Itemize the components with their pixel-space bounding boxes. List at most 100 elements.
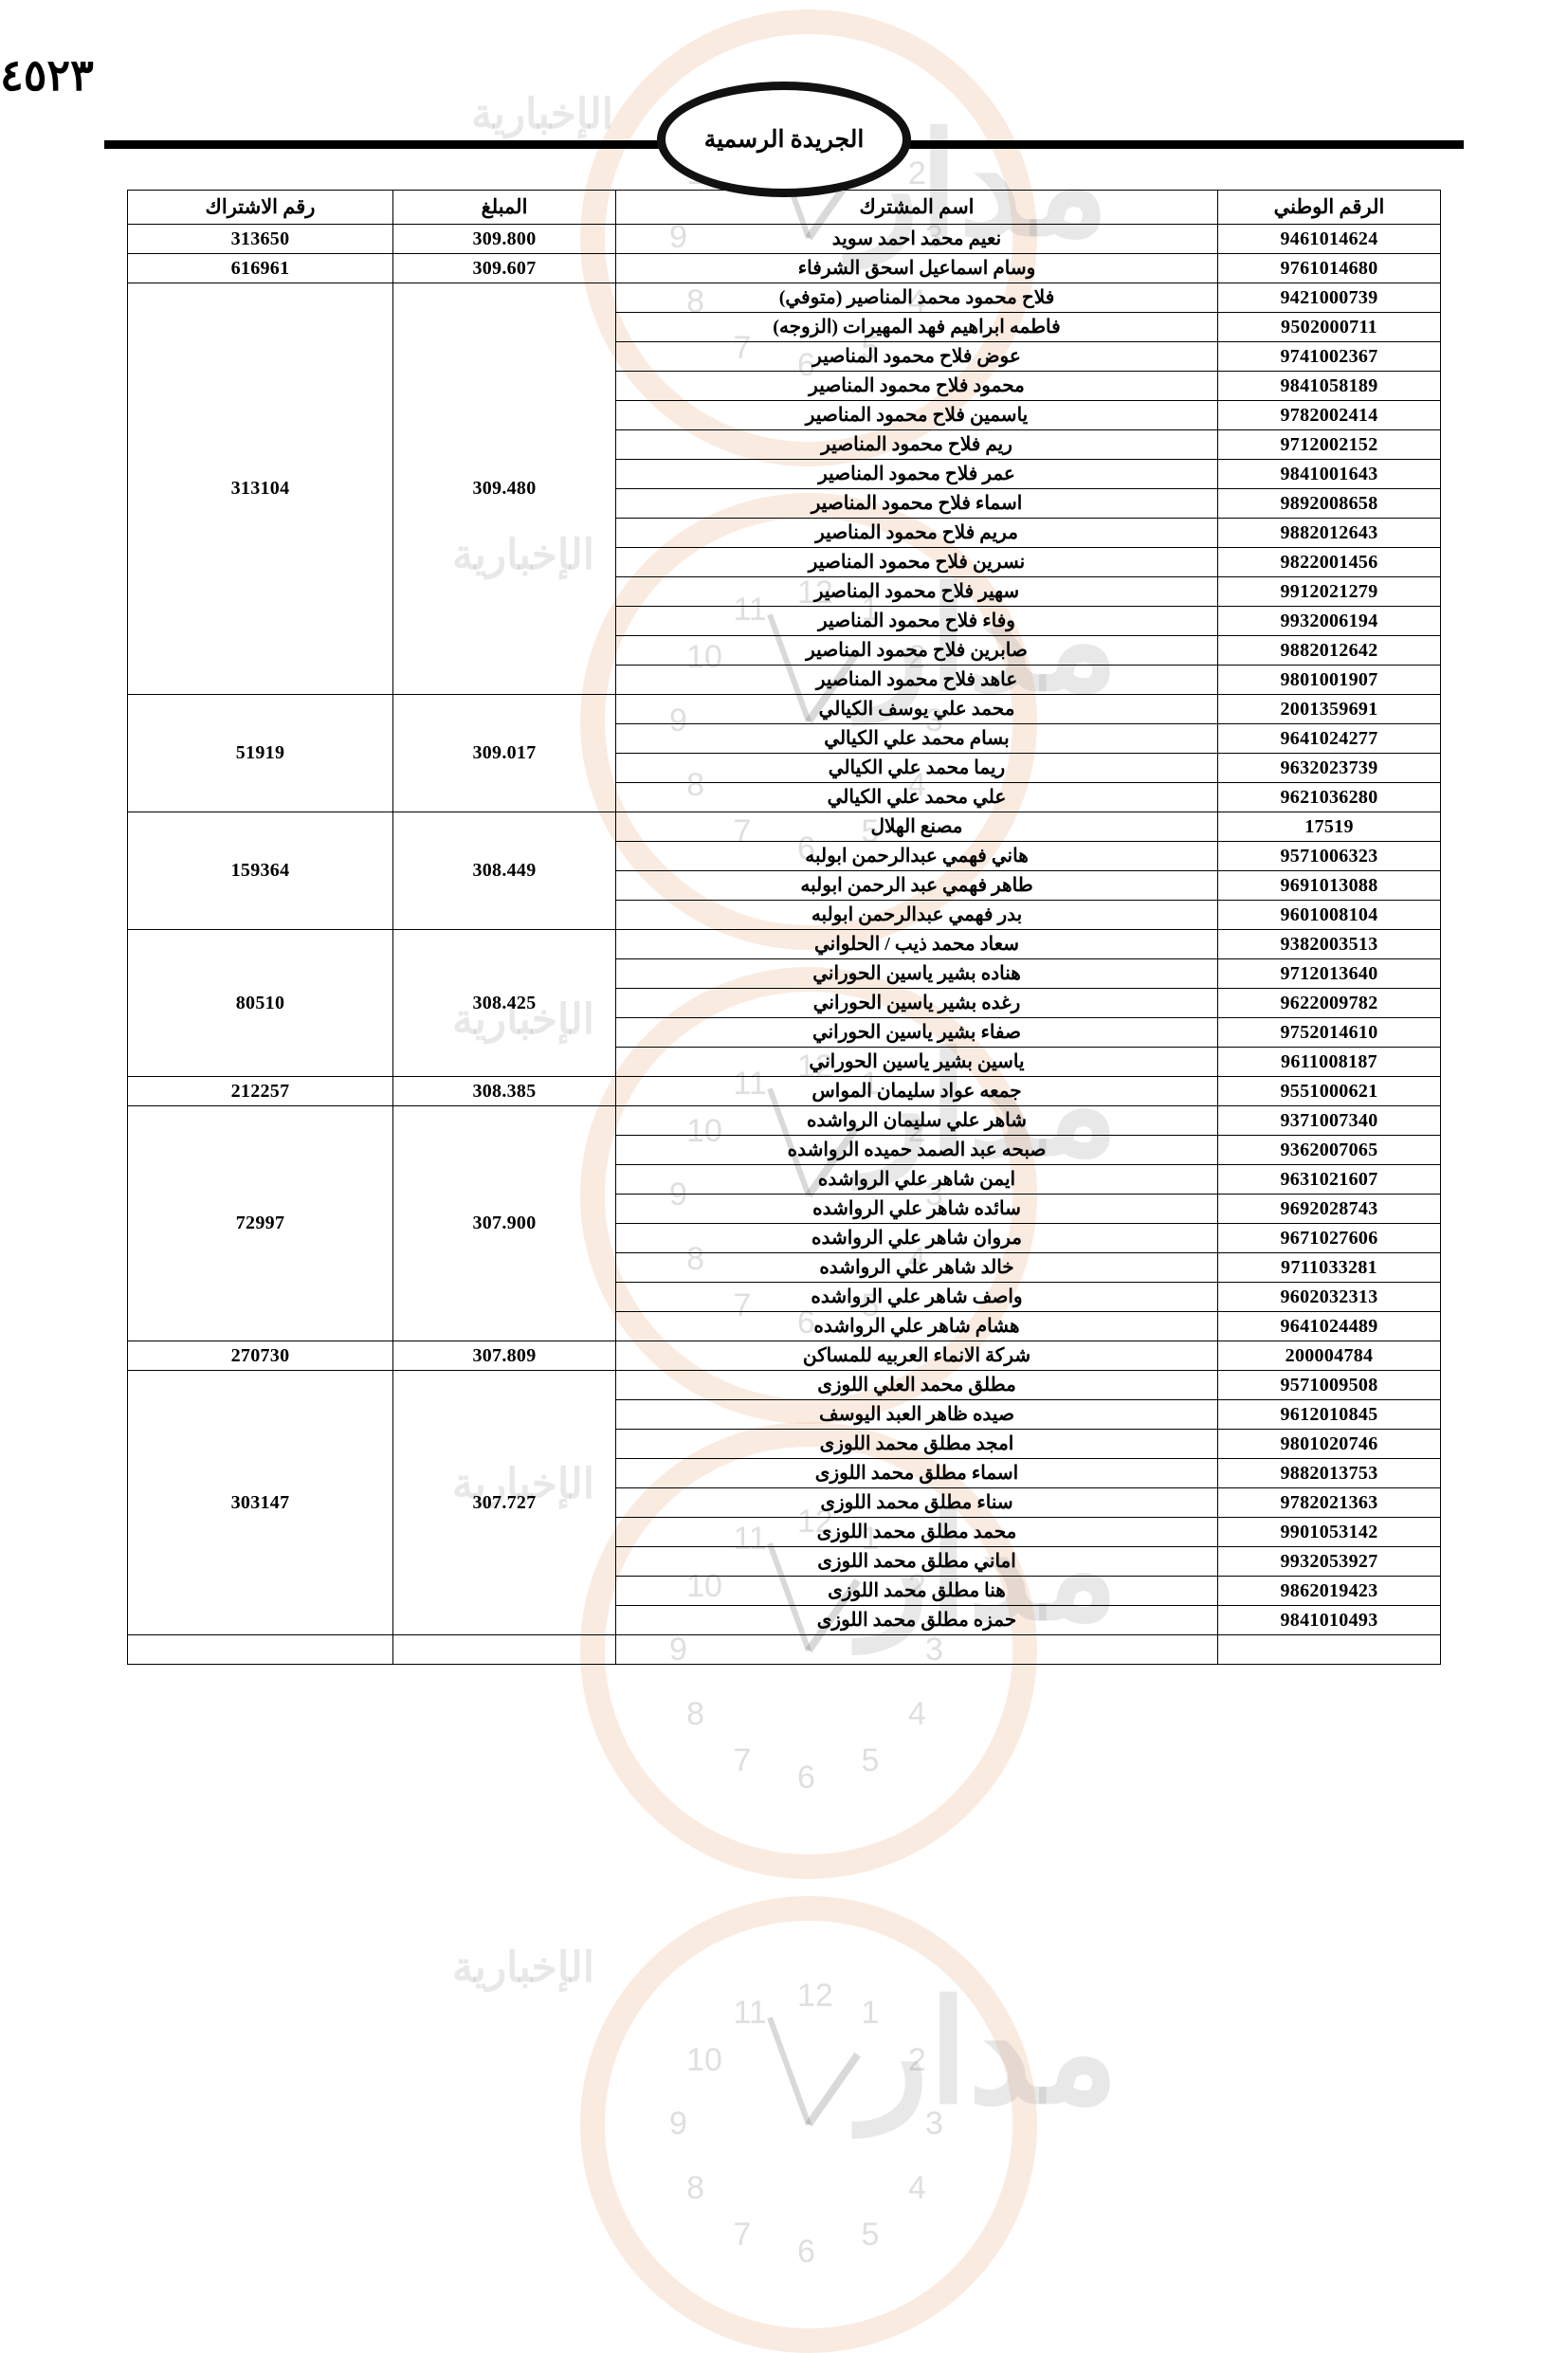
cell-amount: 309.017: [392, 694, 616, 812]
cell-subscriber-name: عمر فلاح محمود المناصير: [615, 459, 1218, 489]
cell-empty: [392, 1634, 616, 1665]
cell-subscriber-name: سائده شاهر علي الرواشده: [615, 1194, 1218, 1224]
cell-national-id: 9782021363: [1217, 1487, 1441, 1518]
watermark-brand-bottom-small: الإخبارية: [452, 1943, 594, 1992]
masthead-oval: الجريدة الرسمية: [657, 82, 911, 197]
watermark-brand-bottom-big: مدار: [860, 1981, 1119, 2124]
table-row: 9932006194 وفاء فلاح محمود المناصير: [128, 606, 1441, 636]
cell-subscriber-name: فاطمه ابراهيم فهد المهيرات (الزوجه): [615, 312, 1218, 342]
cell-subscriber-name: ريما محمد علي الكيالي: [615, 753, 1218, 783]
cell-subscriber-name: حمزه مطلق محمد اللوزى: [615, 1605, 1218, 1635]
table-tail-row: [127, 1634, 1441, 1665]
watermark-clock-number: 5: [861, 1742, 880, 1778]
cell-subscriber-name: وسام اسماعيل اسحق الشرفاء: [615, 253, 1218, 283]
cell-subscriber-name: بدر فهمي عبدالرحمن ابولبه: [615, 900, 1218, 930]
table-row: 2001359691 محمد علي يوسف الكيالي 309.017 51…: [127, 694, 1441, 812]
table-row: 9692028743 سائده شاهر علي الرواشده: [128, 1194, 1441, 1224]
watermark-clock-number: 11: [733, 1995, 767, 2032]
cell-subscriber-name: محمد علي يوسف الكيالي: [615, 694, 1218, 724]
table-head: الرقم الوطني اسم المشترك المبلغ رقم الاش…: [127, 190, 1441, 225]
cell-subscription-no: 212257: [127, 1076, 393, 1106]
table-row: 9882013753 اسماء مطلق محمد اللوزى: [128, 1458, 1441, 1488]
watermark-clock-hand: [805, 2052, 861, 2127]
cell-subscriber-name: هنا مطلق محمد اللوزى: [615, 1576, 1218, 1606]
cell-amount: 308.449: [392, 812, 616, 930]
cell-subscriber-name: اسماء مطلق محمد اللوزى: [615, 1458, 1218, 1488]
cell-national-id: 9841058189: [1217, 371, 1441, 401]
cell-national-id: 9551000621: [1217, 1076, 1441, 1106]
watermark-clock-number: 9: [669, 2106, 687, 2142]
table-row: 9782021363 سناء مطلق محمد اللوزى: [128, 1487, 1441, 1518]
cell-subscriber-name: واصف شاهر علي الرواشده: [615, 1282, 1218, 1312]
cell-subscriber-name: بسام محمد علي الكيالي: [615, 723, 1218, 754]
table-row: 9841058189 محمود فلاح محمود المناصير: [128, 371, 1441, 401]
cell-subscriber-name: نسرين فلاح محمود المناصير: [615, 547, 1218, 577]
column-header-subscription-no: رقم الاشتراك: [127, 190, 393, 225]
table-row: 200004784 شركة الانماء العربيه للمساكن 307…: [127, 1341, 1441, 1371]
column-header-national-id: الرقم الوطني: [1217, 190, 1441, 225]
cell-national-id: 9382003513: [1217, 929, 1441, 959]
cell-subscriber-name: طاهر فهمي عبد الرحمن ابولبه: [615, 870, 1218, 901]
cell-national-id: 9882012642: [1217, 635, 1441, 666]
table-row: 9371007340 شاهر علي سليمان الرواشده 307.90…: [127, 1105, 1441, 1341]
cell-national-id: 9761014680: [1217, 253, 1441, 283]
table-row: 9711033281 خالد شاهر علي الرواشده: [128, 1252, 1441, 1283]
watermark-clock-number: 4: [907, 1695, 926, 1732]
watermark-clock-number: 3: [925, 2106, 943, 2142]
cell-subscriber-name: نعيم محمد احمد سويد: [615, 224, 1218, 254]
cell-subscriber-name: ياسين بشير ياسين الحوراني: [615, 1047, 1218, 1077]
cell-national-id: 9612010845: [1217, 1399, 1441, 1430]
watermark-brand-small-text: الإخبارية: [452, 1944, 595, 1991]
cell-subscriber-name: رغده بشير ياسين الحوراني: [615, 988, 1218, 1018]
cell-subscriber-name: مريم فلاح محمود المناصير: [615, 518, 1218, 548]
cell-subscription-no: 313650: [127, 224, 393, 254]
cell-national-id: 9602032313: [1217, 1282, 1441, 1312]
cell-subscription-no: 303147: [127, 1370, 393, 1635]
cell-national-id: 2001359691: [1217, 694, 1441, 724]
cell-subscription-no: 72997: [127, 1105, 393, 1341]
masthead: الجريدة الرسمية: [104, 82, 1464, 197]
cell-national-id: 9371007340: [1217, 1105, 1441, 1136]
cell-national-id: 9822001456: [1217, 547, 1441, 577]
cell-subscriber-name: امجد مطلق محمد اللوزى: [615, 1429, 1218, 1459]
table-row: 9691013088 طاهر فهمي عبد الرحمن ابولبه: [128, 870, 1441, 901]
table-row: 9461014624 نعيم محمد احمد سويد 309.800 3136…: [127, 224, 1441, 254]
table-row: 9502000711 فاطمه ابراهيم فهد المهيرات (ال…: [128, 312, 1441, 342]
cell-subscriber-name: فلاح محمود محمد المناصير (متوفي): [615, 283, 1218, 313]
table-row: 9382003513 سعاد محمد ذيب / الحلواني 308.42…: [127, 929, 1441, 1077]
table-row: 9621036280 علي محمد علي الكيالي: [128, 782, 1441, 812]
table-row: 9421000739 فلاح محمود محمد المناصير (متوف…: [127, 283, 1441, 695]
table-row: 9841010493 حمزه مطلق محمد اللوزى: [128, 1605, 1441, 1635]
cell-national-id: 9641024277: [1217, 723, 1441, 754]
cell-national-id: 9741002367: [1217, 341, 1441, 372]
table-row: 9551000621 جمعه عواد سليمان المواس 308.385…: [127, 1076, 1441, 1106]
table-row: 9841001643 عمر فلاح محمود المناصير: [128, 459, 1441, 489]
watermark-clock-number: 8: [686, 2169, 704, 2206]
table-row: 9761014680 وسام اسماعيل اسحق الشرفاء 309.6…: [127, 253, 1441, 283]
cell-subscriber-name: ياسمين فلاح محمود المناصير: [615, 400, 1218, 430]
table-row: 9612010845 صيده ظاهر العبد اليوسف: [128, 1399, 1441, 1430]
cell-subscriber-name: مصنع الهلال: [615, 812, 1218, 842]
table-row: 9601008104 بدر فهمي عبدالرحمن ابولبه: [128, 900, 1441, 930]
table-row: 9622009782 رغده بشير ياسين الحوراني: [128, 988, 1441, 1018]
table-row: 9641024489 هشام شاهر علي الرواشده: [128, 1311, 1441, 1341]
watermark-clock-number: 6: [797, 1760, 815, 1796]
cell-subscriber-name: مروان شاهر علي الرواشده: [615, 1223, 1218, 1253]
table-row: 9782002414 ياسمين فلاح محمود المناصير: [128, 400, 1441, 430]
cell-subscriber-name: صبحه عبد الصمد حميده الرواشده: [615, 1135, 1218, 1165]
column-header-subscriber-name: اسم المشترك: [615, 190, 1218, 225]
cell-national-id: 9901053142: [1217, 1517, 1441, 1547]
cell-subscriber-name: عوض فلاح محمود المناصير: [615, 341, 1218, 372]
cell-subscription-no: 616961: [127, 253, 393, 283]
cell-subscriber-name: جمعه عواد سليمان المواس: [615, 1076, 1218, 1106]
cell-national-id: 9882012643: [1217, 518, 1441, 548]
cell-national-id: 9801020746: [1217, 1429, 1441, 1459]
cell-subscriber-name: سعاد محمد ذيب / الحلواني: [615, 929, 1218, 959]
cell-subscriber-name: وفاء فلاح محمود المناصير: [615, 606, 1218, 636]
cell-national-id: 9671027606: [1217, 1223, 1441, 1253]
watermark-clock-number: 7: [733, 2216, 752, 2253]
cell-national-id: 9892008658: [1217, 488, 1441, 519]
table-row: 9901053142 محمد مطلق محمد اللوزى: [128, 1517, 1441, 1547]
cell-subscriber-name: سهير فلاح محمود المناصير: [615, 576, 1218, 607]
table-body: 9461014624 نعيم محمد احمد سويد 309.800 3136…: [127, 224, 1441, 1665]
